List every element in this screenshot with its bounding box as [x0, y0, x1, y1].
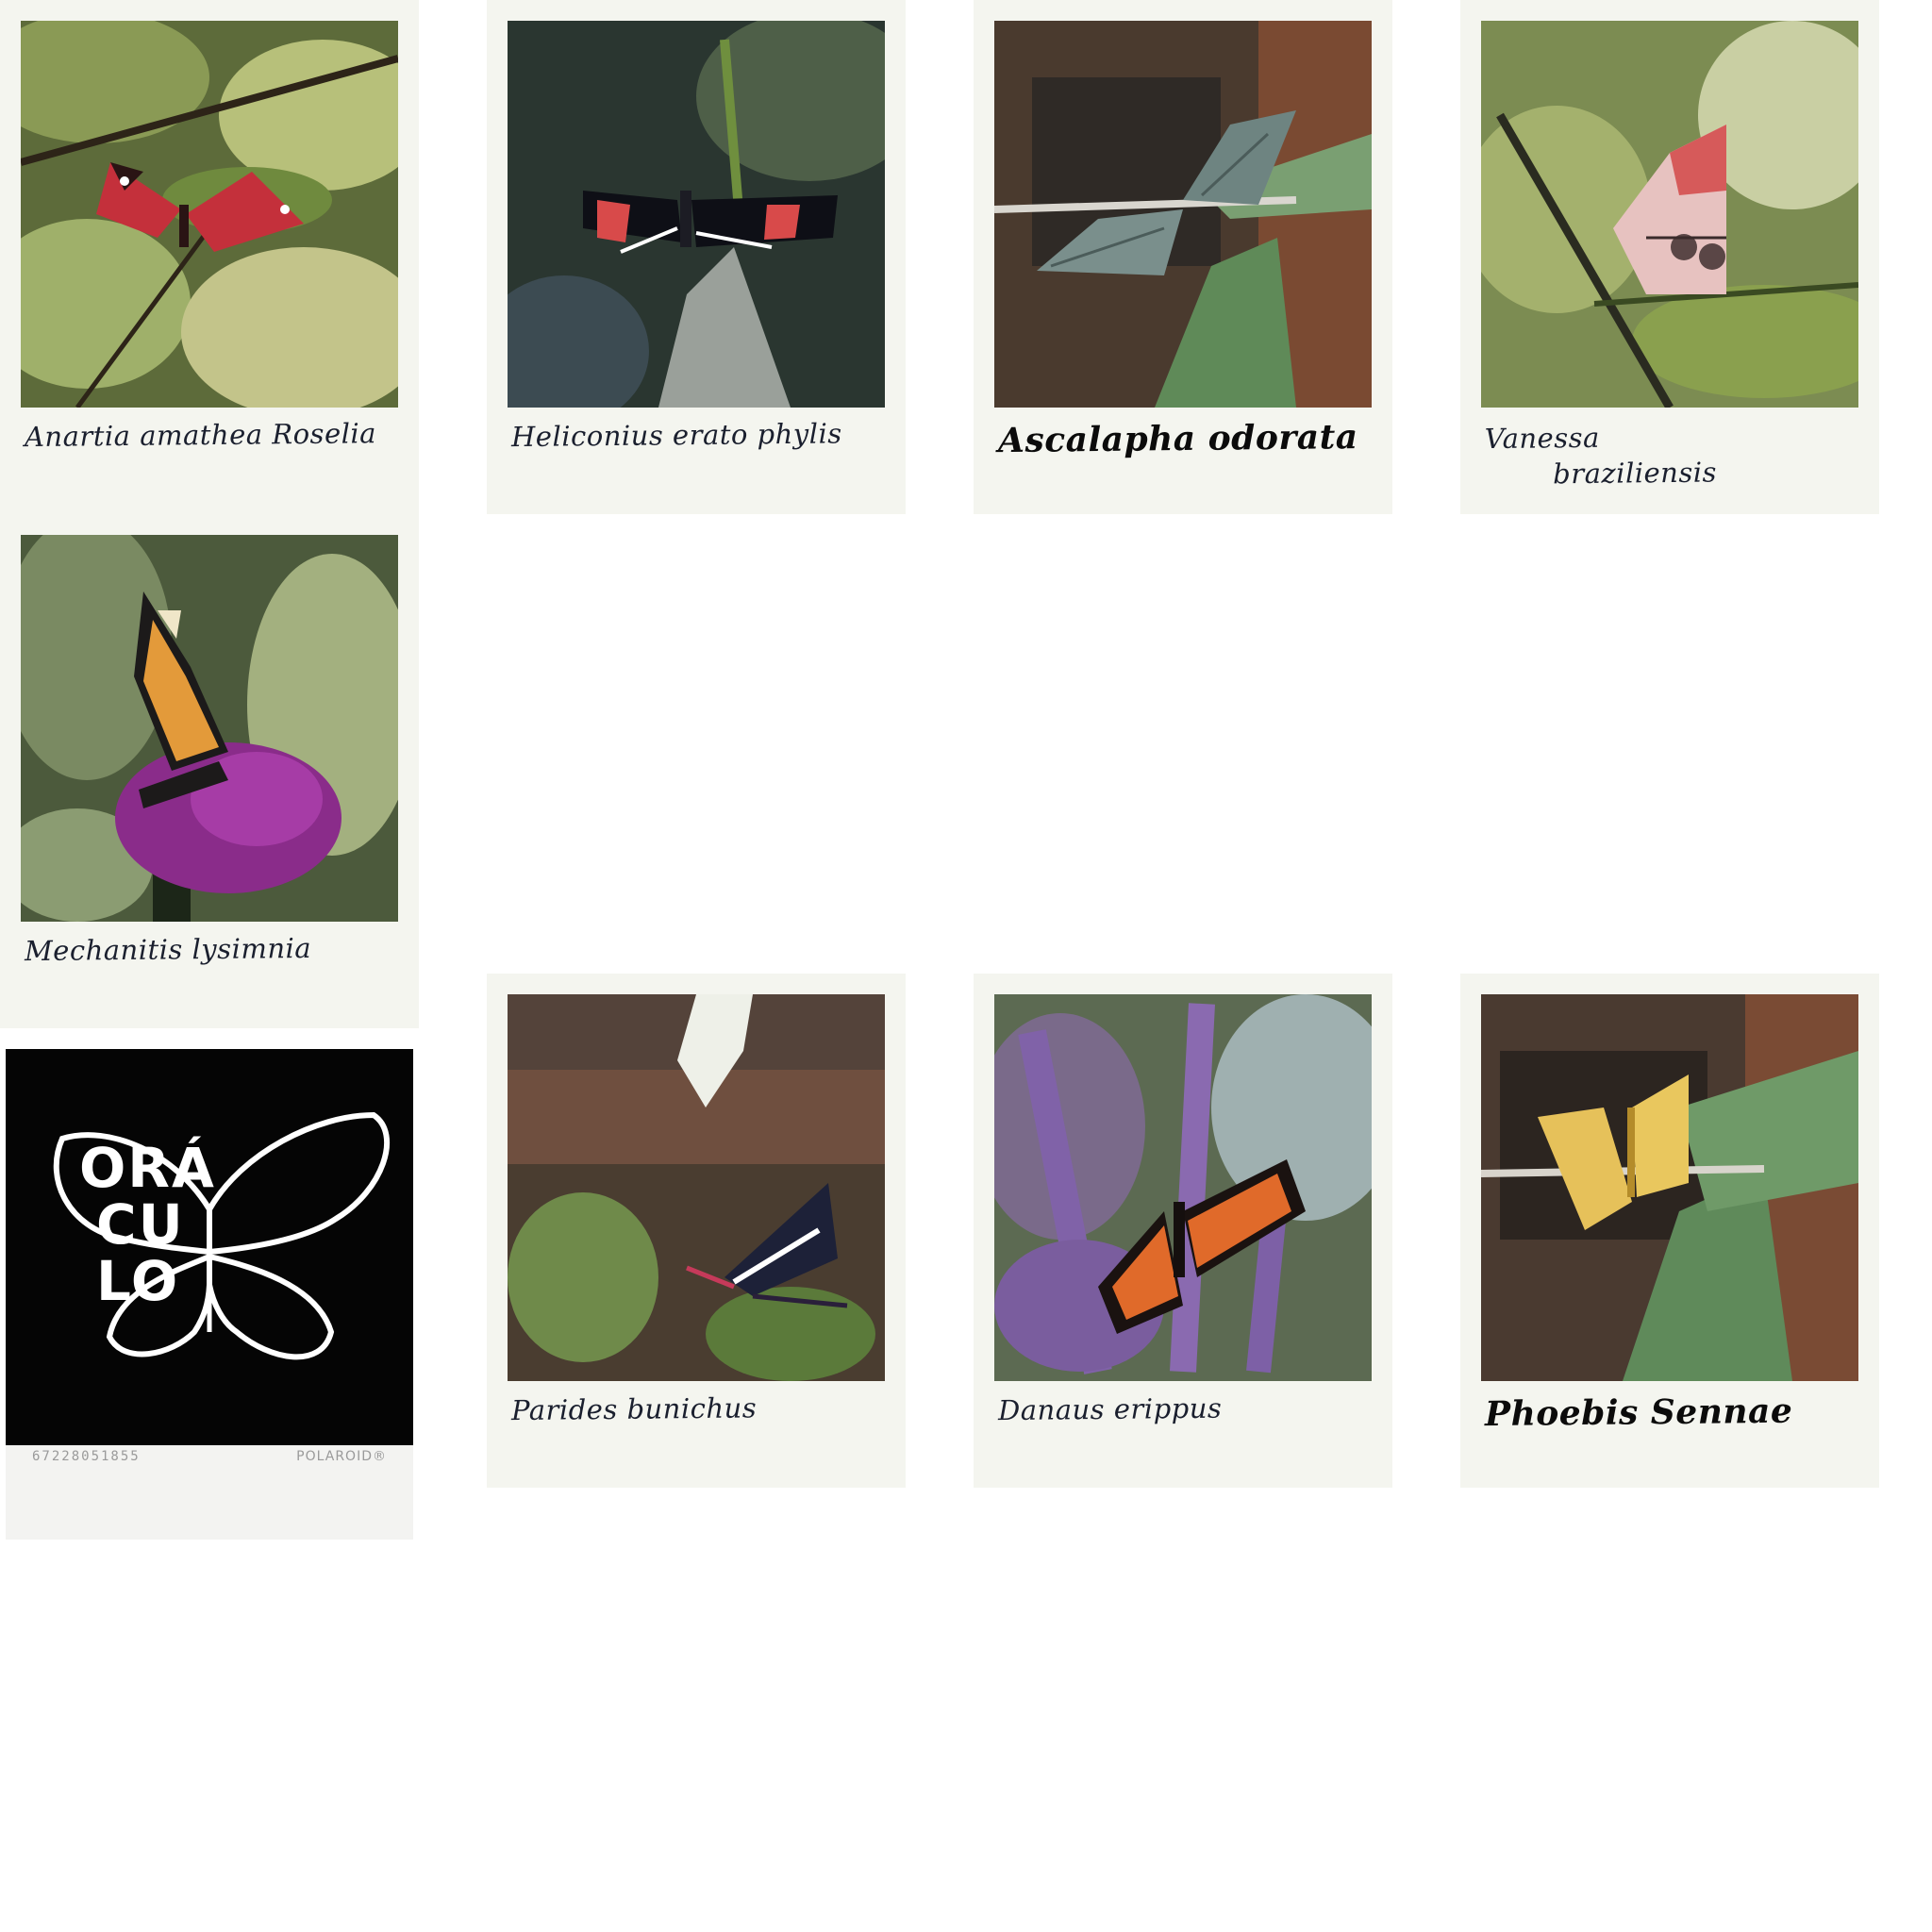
- species-caption: Parides bunichus: [510, 1391, 758, 1427]
- species-caption: Ascalapha odorata: [997, 417, 1358, 461]
- butterfly-photo: [21, 535, 398, 922]
- logo-wordmark: ORÁ CU LO: [79, 1140, 216, 1309]
- species-caption: Danaus erippus: [997, 1391, 1223, 1427]
- butterfly-photo: [994, 994, 1372, 1381]
- species-caption: Anartia amathea Roselia: [24, 417, 377, 454]
- polaroid-card: Ascalapha odorata: [974, 0, 1392, 514]
- logo-line: CU: [96, 1192, 185, 1257]
- species-caption: Vanessa braziliensis: [1485, 417, 1863, 492]
- polaroid-card: Parides bunichus: [487, 974, 906, 1488]
- polaroid-card: Vanessa braziliensis: [1460, 0, 1879, 514]
- serial-number: 67228051855: [32, 1449, 141, 1464]
- butterfly-photo: [21, 21, 398, 408]
- species-caption: Heliconius erato phylis: [510, 417, 842, 454]
- logo-line: LO: [96, 1249, 180, 1313]
- polaroid-card: Phoebis Sennae: [1460, 974, 1879, 1488]
- polaroid-card: Danaus erippus: [974, 974, 1392, 1488]
- caption-line: Vanessa: [1484, 421, 1600, 456]
- logo-line: ORÁ: [79, 1136, 216, 1200]
- polaroid-card: Heliconius erato phylis: [487, 0, 906, 514]
- butterfly-photo: [1481, 21, 1858, 408]
- butterfly-outline-icon: [53, 1111, 391, 1360]
- film-strip: [6, 1445, 413, 1540]
- butterfly-photo: [508, 21, 885, 408]
- brand-mark: POLAROID®: [296, 1449, 387, 1464]
- butterfly-photo: [1481, 994, 1858, 1381]
- species-caption: Mechanitis lysimnia: [24, 931, 312, 968]
- species-caption: Phoebis Sennae: [1484, 1391, 1793, 1435]
- polaroid-card: Anartia amathea Roselia: [0, 0, 419, 514]
- butterfly-photo: [508, 994, 885, 1381]
- oraculo-logo-card: ORÁ CU LO 67228051855 POLAROID®: [0, 1028, 419, 1542]
- polaroid-card: Mechanitis lysimnia: [0, 514, 419, 1028]
- caption-line: braziliensis: [1553, 456, 1718, 491]
- logo-panel: [6, 1049, 413, 1445]
- moth-photo: [994, 21, 1372, 408]
